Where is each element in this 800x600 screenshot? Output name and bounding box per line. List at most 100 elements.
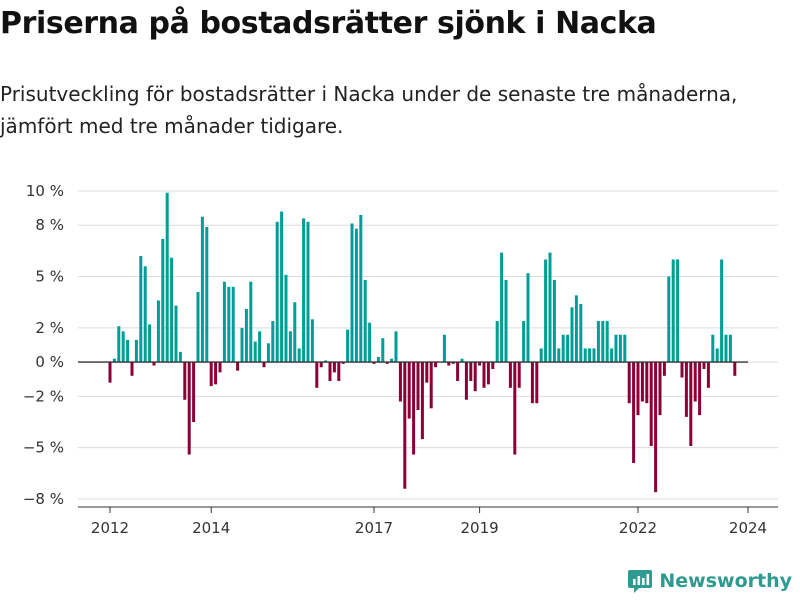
bar <box>174 305 178 363</box>
bar <box>130 362 134 376</box>
bar <box>618 334 622 363</box>
bar <box>209 362 213 387</box>
newsworthy-logo: Newsworthy <box>627 568 792 594</box>
bar <box>253 341 257 363</box>
bar <box>161 238 165 363</box>
bar <box>350 223 354 363</box>
bar <box>390 358 394 363</box>
bar <box>306 221 310 363</box>
bar <box>649 362 653 446</box>
bar <box>416 362 420 411</box>
bar <box>148 324 152 363</box>
bar <box>508 362 512 388</box>
bar <box>420 362 424 440</box>
bar <box>372 362 376 364</box>
bar <box>218 362 222 373</box>
bar <box>504 279 508 363</box>
bar <box>108 362 112 383</box>
bar <box>636 362 640 416</box>
y-tick-label: −5 % <box>23 439 64 457</box>
y-tick-label: 8 % <box>35 216 64 234</box>
bar <box>671 259 675 363</box>
bar <box>482 362 486 388</box>
bar <box>645 362 649 404</box>
bar <box>376 356 380 363</box>
y-tick-label: 10 % <box>26 182 64 200</box>
y-tick-label: 0 % <box>35 353 64 371</box>
bar <box>469 362 473 381</box>
bar <box>706 362 710 388</box>
bar <box>398 362 402 402</box>
bar <box>152 362 156 366</box>
y-tick-label: 2 % <box>35 319 64 337</box>
bar <box>702 362 706 369</box>
bar <box>442 334 446 363</box>
bar <box>460 358 464 363</box>
bar <box>464 362 468 400</box>
bar <box>112 358 116 363</box>
x-tick-label: 2014 <box>192 519 230 537</box>
bar <box>698 362 702 416</box>
bar <box>337 362 341 381</box>
y-tick-label: −8 % <box>23 490 64 508</box>
bar <box>548 252 552 363</box>
x-tick-label: 2012 <box>91 519 129 537</box>
bar-chart: 10 % 8 % 5 % 2 % 0 % −2 % −5 % −8 % 2012 2014 2017… <box>23 170 796 537</box>
bar <box>302 218 306 363</box>
bar <box>456 362 460 381</box>
chart-title: Priserna på bostadsrätter sjönk i Nacka <box>0 6 657 41</box>
bar <box>447 362 451 366</box>
bar <box>500 252 504 363</box>
bar <box>627 362 631 404</box>
bar <box>733 362 737 376</box>
bar <box>588 348 592 363</box>
bar <box>178 351 182 363</box>
x-tick-label: 2017 <box>355 519 393 537</box>
bar <box>535 362 539 404</box>
bar <box>359 214 363 363</box>
bar <box>231 286 235 363</box>
bar <box>156 300 160 363</box>
bar <box>632 362 636 464</box>
bar <box>284 274 288 363</box>
bar <box>214 362 218 385</box>
bar <box>684 362 688 417</box>
bar <box>654 362 658 493</box>
bar <box>522 321 526 363</box>
bar <box>165 192 169 363</box>
bar <box>486 362 490 385</box>
x-tick-label: 2022 <box>619 519 657 537</box>
bar <box>271 321 275 363</box>
bar <box>451 362 455 364</box>
bar <box>429 362 433 409</box>
bar <box>121 331 125 363</box>
bar <box>280 211 284 363</box>
bar <box>570 307 574 363</box>
bar <box>680 362 684 378</box>
bar <box>324 360 328 363</box>
bar <box>240 327 244 363</box>
bar <box>262 362 266 368</box>
newsworthy-logo-icon <box>628 570 653 593</box>
bar <box>341 362 345 364</box>
bar <box>222 281 226 363</box>
bar <box>539 348 543 363</box>
bar <box>561 334 565 363</box>
bar <box>667 276 671 363</box>
bar <box>592 348 596 363</box>
bar <box>526 273 530 363</box>
bar <box>478 362 482 366</box>
last-value-annotation: −1 % <box>754 170 795 174</box>
bar <box>117 326 121 363</box>
bar <box>139 256 143 363</box>
bar <box>544 259 548 363</box>
bar <box>244 309 248 363</box>
bar <box>363 279 367 363</box>
bar <box>187 362 191 455</box>
bar <box>205 226 209 363</box>
bar <box>425 362 429 383</box>
bar <box>434 362 438 368</box>
bar <box>583 348 587 363</box>
bar <box>328 362 332 381</box>
bar <box>297 348 301 363</box>
